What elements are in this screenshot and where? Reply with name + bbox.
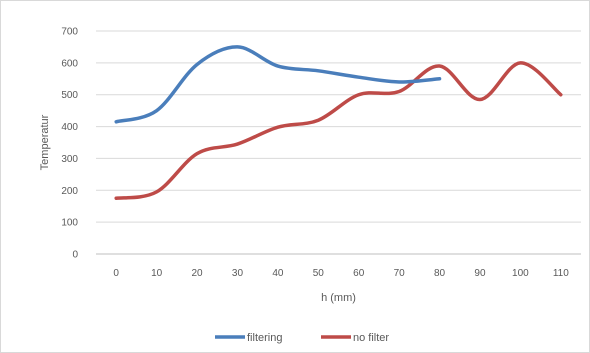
y-tick-label: 600 bbox=[61, 58, 78, 69]
legend-label: no filter bbox=[353, 332, 389, 344]
x-tick-label: 10 bbox=[151, 268, 163, 279]
y-axis-title: Temperatur bbox=[39, 114, 51, 170]
y-tick-label: 300 bbox=[61, 154, 78, 165]
legend-label: filtering bbox=[247, 332, 282, 344]
x-tick-label: 40 bbox=[272, 268, 284, 279]
x-tick-label: 80 bbox=[434, 268, 446, 279]
y-tick-label: 0 bbox=[72, 250, 78, 261]
x-tick-label: 70 bbox=[394, 268, 406, 279]
y-tick-label: 100 bbox=[61, 218, 78, 229]
x-tick-label: 110 bbox=[553, 268, 569, 279]
x-axis-title: h (mm) bbox=[321, 292, 356, 304]
y-tick-label: 500 bbox=[61, 90, 78, 101]
y-tick-label: 200 bbox=[61, 186, 78, 197]
x-tick-label: 60 bbox=[353, 268, 365, 279]
x-tick-label: 0 bbox=[113, 268, 119, 279]
x-tick-label: 90 bbox=[474, 268, 486, 279]
y-tick-label: 700 bbox=[61, 27, 78, 38]
x-tick-label: 30 bbox=[232, 268, 244, 279]
y-tick-label: 400 bbox=[61, 122, 78, 133]
x-tick-label: 50 bbox=[313, 268, 325, 279]
x-tick-label: 100 bbox=[512, 268, 529, 279]
x-tick-label: 20 bbox=[191, 268, 203, 279]
series-line-filtering bbox=[114, 45, 442, 124]
series-line-no-filter bbox=[114, 61, 563, 200]
